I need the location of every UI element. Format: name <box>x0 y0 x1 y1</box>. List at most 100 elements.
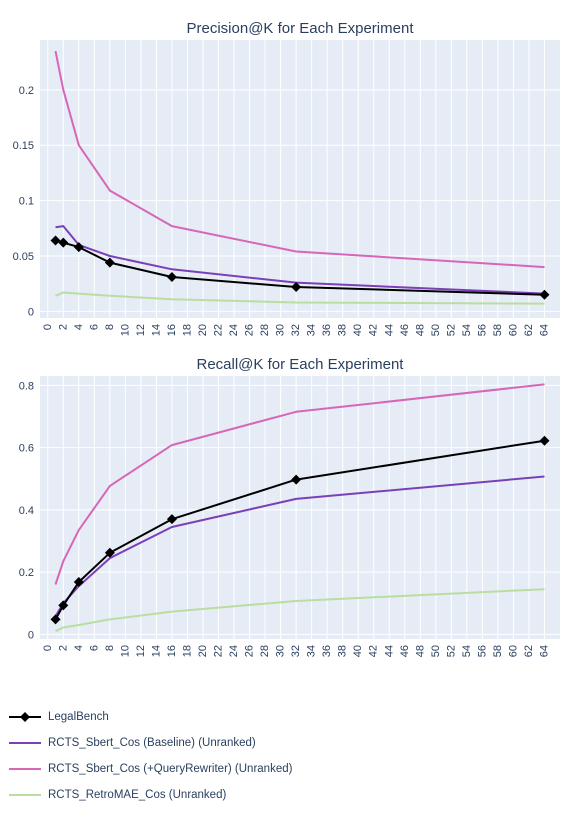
x-tick-label: 34 <box>306 645 318 657</box>
recall-chart: 0 2 4 6 8 10 12 14 16 18 20 22 24 26 28 30 32 34 36 38 40 42 4… <box>19 356 560 657</box>
x-tick-label: 22 <box>213 645 225 657</box>
data-point-legalbench[interactable] <box>166 514 177 525</box>
x-tick-label: 60 <box>507 645 519 657</box>
x-tick-label: 54 <box>461 324 473 336</box>
x-tick-label: 50 <box>430 645 442 657</box>
x-tick-label: 20 <box>197 645 209 657</box>
data-point-legalbench[interactable] <box>291 281 302 292</box>
y-tick-label: 0 <box>28 629 34 641</box>
x-tick-label: 62 <box>523 645 535 657</box>
data-point-legalbench[interactable] <box>50 235 61 246</box>
x-tick-label: 10 <box>119 324 131 336</box>
x-tick-label: 24 <box>228 324 240 336</box>
y-tick-label: 0.6 <box>19 443 34 455</box>
legend-swatch-queryrewriter <box>9 768 41 770</box>
legend-label: RCTS_Sbert_Cos (+QueryRewriter) (Unranke… <box>48 763 293 775</box>
y-tick-label: 0.8 <box>19 380 34 392</box>
x-tick-label: 10 <box>119 645 131 657</box>
x-tick-label: 18 <box>181 324 193 336</box>
data-point-legalbench[interactable] <box>73 577 84 588</box>
x-tick-label: 26 <box>244 324 256 336</box>
legend-label: RCTS_Sbert_Cos (Baseline) (Unranked) <box>48 737 256 749</box>
x-tick-label: 32 <box>290 645 302 657</box>
legend-item-baseline[interactable]: RCTS_Sbert_Cos (Baseline) (Unranked) <box>8 730 548 756</box>
y-tick-label: 0.2 <box>19 85 34 97</box>
x-tick-label: 64 <box>538 324 550 336</box>
plot-area <box>40 40 560 318</box>
x-tick-label: 0 <box>42 324 54 330</box>
y-tick-label: 0.4 <box>19 505 34 517</box>
x-tick-label: 16 <box>166 324 178 336</box>
y-tick-label: 0.05 <box>13 251 34 263</box>
x-tick-label: 0 <box>42 645 54 651</box>
x-tick-label: 4 <box>73 324 85 330</box>
x-tick-label: 40 <box>352 645 364 657</box>
x-tick-label: 54 <box>461 645 473 657</box>
x-tick-label: 18 <box>181 645 193 657</box>
x-tick-label: 16 <box>166 645 178 657</box>
y-tick-label: 0 <box>28 306 34 318</box>
x-tick-label: 24 <box>228 645 240 657</box>
x-tick-label: 56 <box>476 645 488 657</box>
data-point-legalbench[interactable] <box>539 289 550 300</box>
x-tick-label: 22 <box>213 324 225 336</box>
data-point-legalbench[interactable] <box>58 600 69 611</box>
x-tick-label: 46 <box>399 645 411 657</box>
x-tick-label: 8 <box>104 645 116 651</box>
legend-swatch-retromae <box>9 794 41 796</box>
x-tick-label: 32 <box>290 324 302 336</box>
x-tick-label: 2 <box>57 324 69 330</box>
data-point-legalbench[interactable] <box>104 547 115 558</box>
x-tick-label: 46 <box>399 324 411 336</box>
x-tick-label: 28 <box>259 645 271 657</box>
x-tick-label: 44 <box>383 324 395 336</box>
legend-item-retromae[interactable]: RCTS_RetroMAE_Cos (Unranked) <box>8 782 548 808</box>
data-point-legalbench[interactable] <box>166 272 177 283</box>
x-tick-label: 52 <box>445 645 457 657</box>
series-line-rcts-sbert-cos-queryrewriter-unranked <box>54 50 545 269</box>
x-tick-label: 6 <box>88 324 100 330</box>
x-tick-label: 42 <box>368 645 380 657</box>
y-tick-label: 0.15 <box>13 140 34 152</box>
legend-swatch-legalbench <box>9 712 41 722</box>
legend: LegalBench RCTS_Sbert_Cos (Baseline) (Un… <box>8 704 548 808</box>
x-tick-label: 36 <box>321 645 333 657</box>
data-point-legalbench[interactable] <box>291 474 302 485</box>
series-line-rcts-retromae-cos-unranked <box>55 588 545 633</box>
x-tick-label: 12 <box>135 645 147 657</box>
x-tick-label: 64 <box>538 645 550 657</box>
x-tick-label: 8 <box>104 324 116 330</box>
y-tick-label: 0.1 <box>19 196 34 208</box>
x-tick-label: 58 <box>492 645 504 657</box>
legend-label: LegalBench <box>48 711 109 723</box>
x-tick-label: 60 <box>507 324 519 336</box>
x-tick-label: 50 <box>430 324 442 336</box>
legend-item-queryrewriter[interactable]: RCTS_Sbert_Cos (+QueryRewriter) (Unranke… <box>8 756 548 782</box>
x-tick-label: 52 <box>445 324 457 336</box>
x-tick-label: 12 <box>135 324 147 336</box>
x-tick-label: 38 <box>337 324 349 336</box>
series-line-rcts-sbert-cos-queryrewriter-unranked <box>54 383 545 585</box>
x-tick-label: 56 <box>476 324 488 336</box>
precision-chart: 0 2 4 6 8 10 12 14 16 18 20 22 24 26 28 30 32 34 36 38 40 42 4… <box>13 20 560 336</box>
x-tick-label: 26 <box>244 645 256 657</box>
x-tick-label: 14 <box>150 324 162 336</box>
data-point-legalbench[interactable] <box>58 237 69 248</box>
data-point-legalbench[interactable] <box>73 242 84 253</box>
x-tick-label: 44 <box>383 645 395 657</box>
x-tick-label: 36 <box>321 324 333 336</box>
series-line-rcts-retromae-cos-unranked <box>55 291 545 305</box>
data-point-legalbench[interactable] <box>50 614 61 625</box>
x-tick-label: 34 <box>306 324 318 336</box>
x-tick-label: 14 <box>150 645 162 657</box>
x-tick-label: 42 <box>368 324 380 336</box>
x-tick-label: 4 <box>73 645 85 651</box>
legend-item-legalbench[interactable]: LegalBench <box>8 704 548 730</box>
y-tick-label: 0.2 <box>19 567 34 579</box>
data-point-legalbench[interactable] <box>104 257 115 268</box>
x-tick-label: 30 <box>275 324 287 336</box>
data-point-legalbench[interactable] <box>539 435 550 446</box>
chart-title: Precision@K for Each Experiment <box>187 20 415 37</box>
x-tick-label: 62 <box>523 324 535 336</box>
x-tick-label: 20 <box>197 324 209 336</box>
